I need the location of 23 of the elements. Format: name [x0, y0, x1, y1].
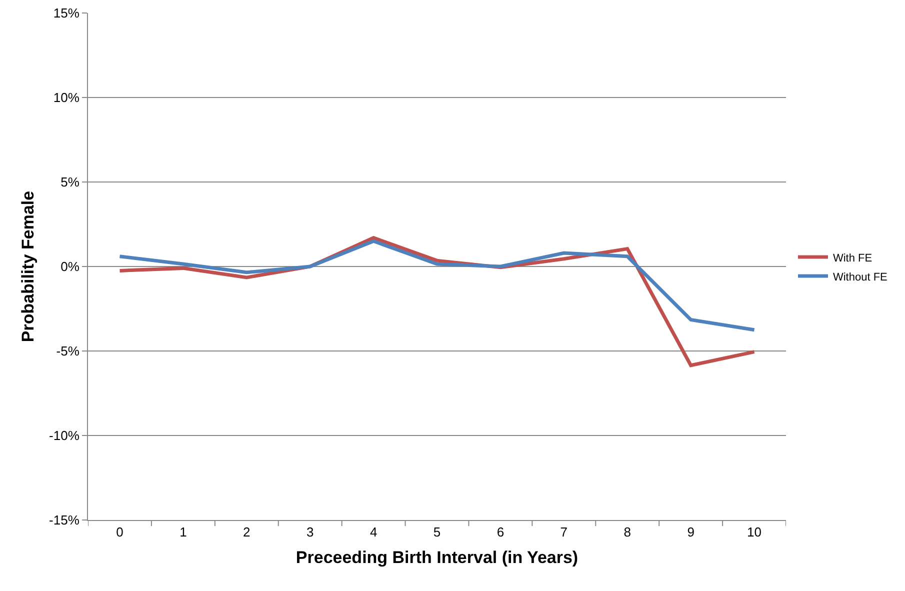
- x-tick-label: 5: [433, 524, 441, 540]
- y-tick-label: -15%: [49, 512, 80, 528]
- x-tick-label: 3: [306, 524, 314, 540]
- x-tick-label: 2: [243, 524, 250, 540]
- y-tick-label: 10%: [53, 90, 80, 106]
- x-tick-label: 9: [687, 524, 694, 540]
- x-tick-label: 10: [747, 524, 762, 540]
- y-axis-title: Probability Female: [18, 190, 38, 342]
- x-tick-label: 4: [370, 524, 378, 540]
- x-tick-label: 7: [560, 524, 568, 540]
- legend-label: With FE: [832, 252, 872, 264]
- x-axis-title: Preceeding Birth Interval (in Years): [296, 548, 578, 567]
- x-tick-label: 1: [180, 524, 187, 540]
- y-tick-label: 15%: [53, 6, 80, 21]
- x-tick-label: 6: [496, 524, 504, 540]
- line-series: [118, 239, 756, 332]
- x-tick-label: 0: [116, 524, 124, 540]
- y-tick-label: -10%: [49, 428, 80, 444]
- x-tick-label: 8: [624, 524, 631, 540]
- y-tick-label: 5%: [60, 174, 80, 190]
- legend-label: Without FE: [832, 271, 888, 284]
- y-tick-label: 0%: [60, 259, 80, 274]
- y-tick-label: -5%: [56, 344, 80, 359]
